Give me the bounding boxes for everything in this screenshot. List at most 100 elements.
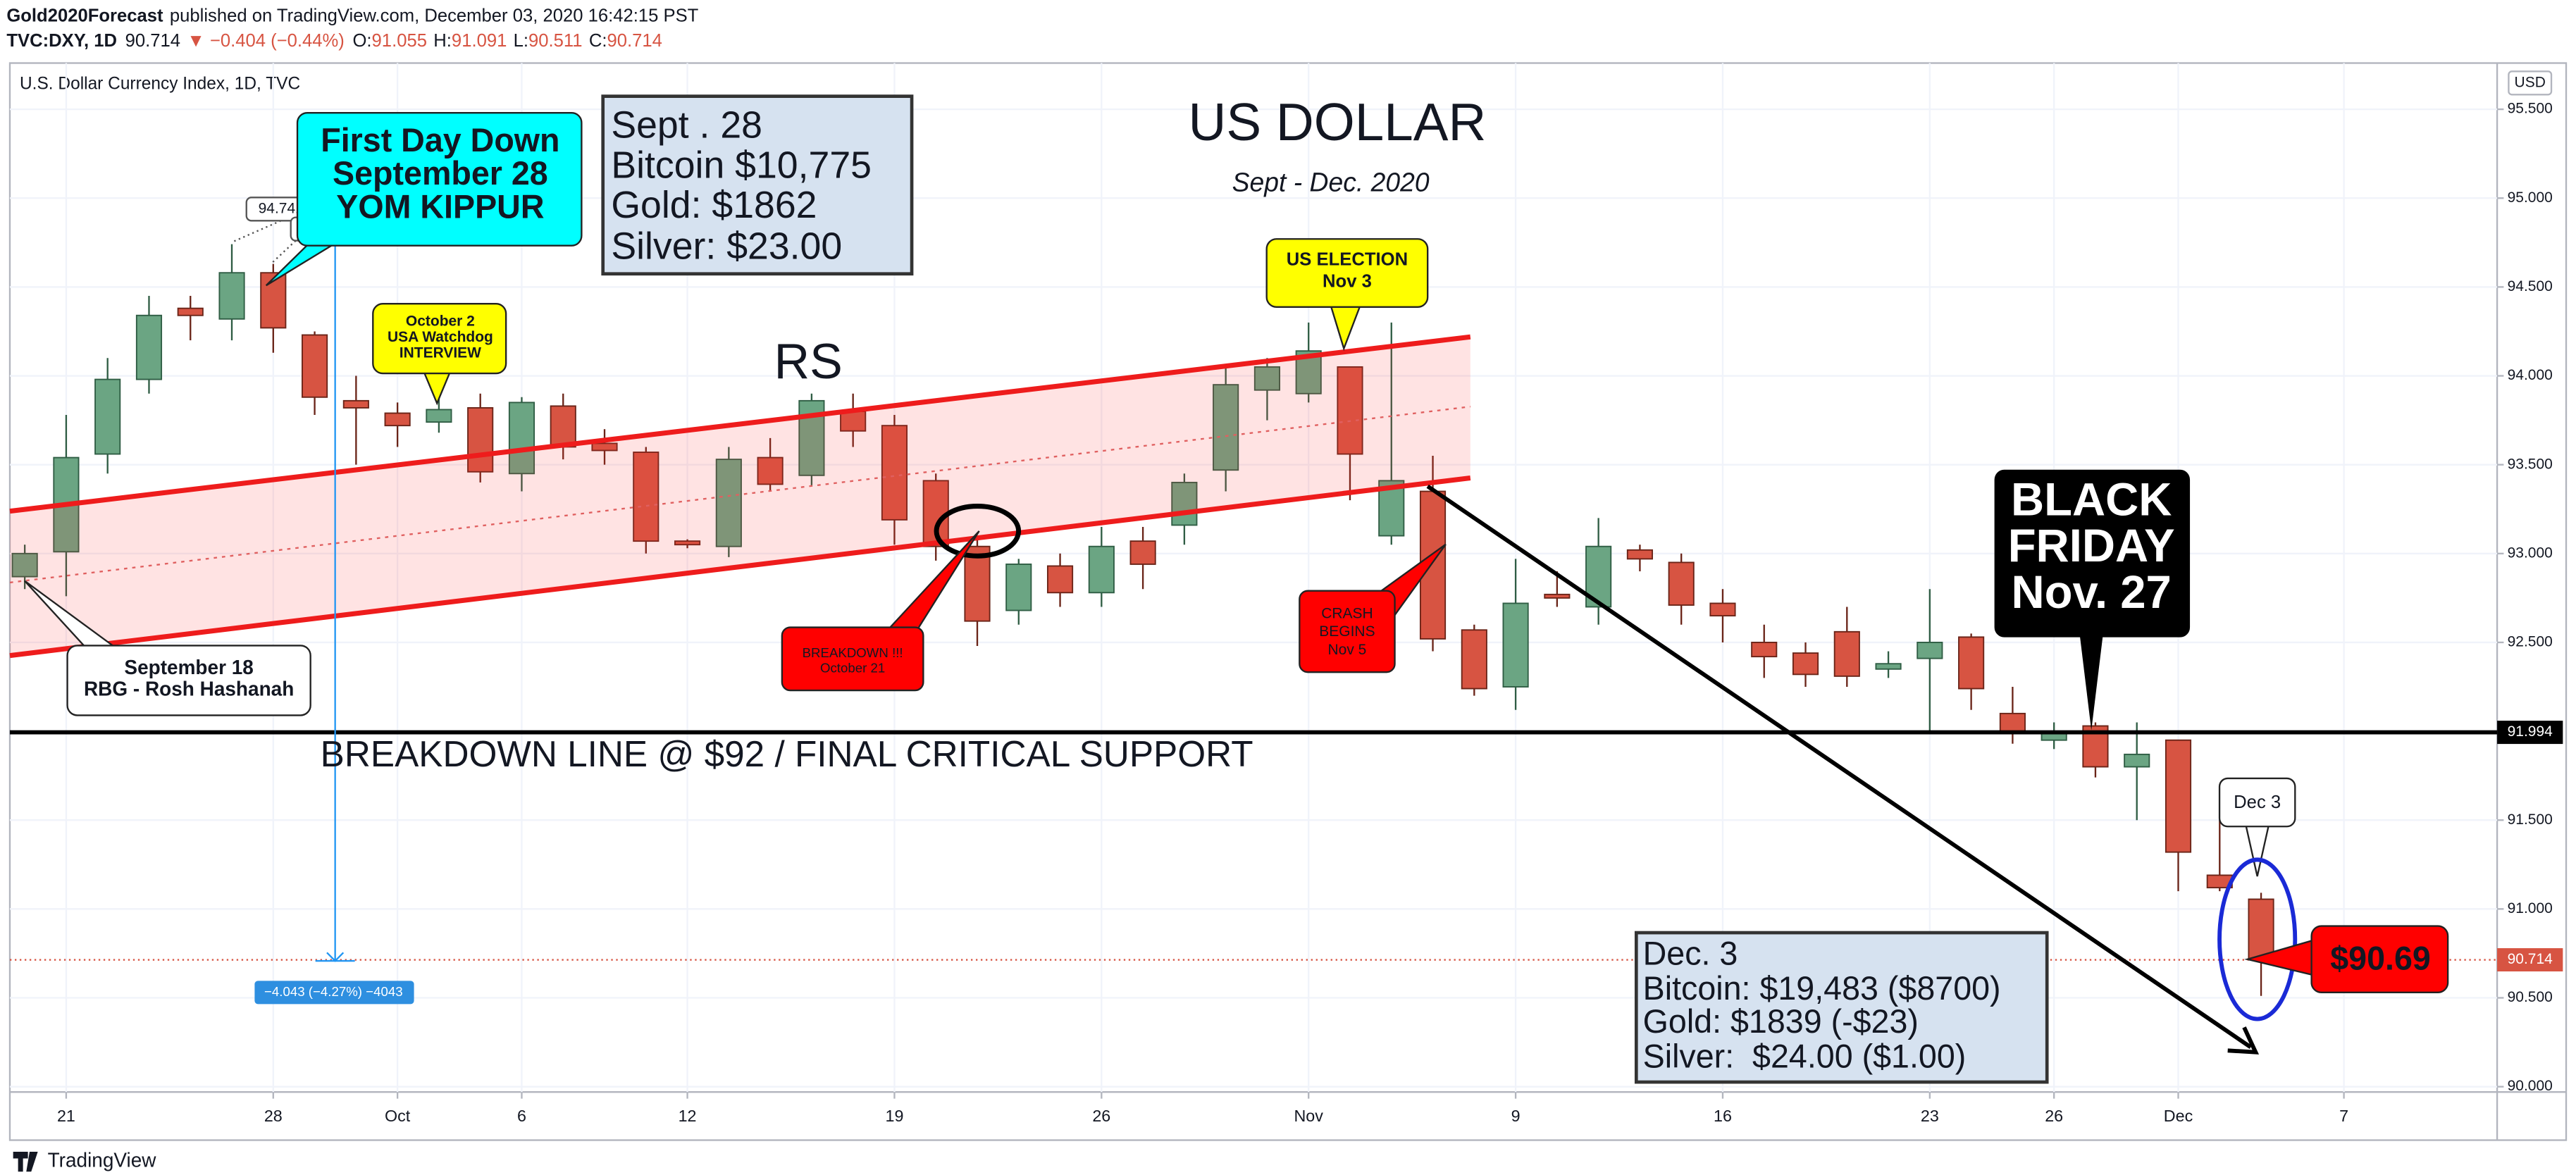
x-tick-label: 9 <box>1511 1107 1521 1125</box>
annotation: Sept . 28 <box>611 104 762 146</box>
currency: USD <box>2515 74 2546 90</box>
candle-body <box>1295 350 1322 394</box>
low-label: L: <box>514 31 528 51</box>
annotation: Dec. 3 <box>1643 935 1738 971</box>
high-callout: 94.741 <box>259 200 304 216</box>
callout-box <box>66 645 311 716</box>
candle-body <box>218 272 245 320</box>
annotation: BEGINS <box>1319 623 1375 640</box>
trend-arrow <box>1426 484 2252 1050</box>
annotation: RS <box>774 333 843 389</box>
candle-body <box>1213 384 1239 471</box>
annotation: Bitcoin $10,775 <box>611 144 872 186</box>
annotation: Gold: $1839 (-$23) <box>1643 1003 1919 1040</box>
candle-body <box>1544 593 1571 599</box>
x-tick-label: 26 <box>2045 1107 2063 1125</box>
callout-pointer <box>2079 635 2103 731</box>
candle-body <box>1916 642 1943 659</box>
annotation: FRIDAY <box>2008 520 2175 571</box>
candle-body <box>1626 549 1653 560</box>
candle-body <box>1253 366 1280 391</box>
candle-body <box>1792 652 1819 676</box>
callout-pointer <box>422 371 452 406</box>
candle-body <box>11 552 38 578</box>
candle-body <box>2248 898 2274 961</box>
callout-box <box>2218 777 2296 828</box>
open-value: 91.055 <box>372 31 427 51</box>
callout-box <box>1994 469 2191 638</box>
candle-body <box>1088 545 1115 594</box>
info-box <box>1634 931 2049 1084</box>
x-tick-label: 12 <box>679 1107 697 1125</box>
candle-body <box>1958 636 1985 690</box>
symbol: TVC:DXY, 1D <box>6 31 117 51</box>
annotation: First Day Down <box>321 122 559 158</box>
annotation: BREAKDOWN LINE @ $92 / FINAL CRITICAL SU… <box>321 733 1253 774</box>
x-tick-label: 19 <box>885 1107 903 1125</box>
candle-body <box>302 334 328 398</box>
y-tick-label: 95.000 <box>2508 189 2553 206</box>
support-label: 91.994 <box>2508 723 2553 740</box>
annotation: September 28 <box>333 155 548 192</box>
candle-body <box>757 456 784 485</box>
annotation: INTERVIEW <box>400 344 481 361</box>
y-tick-label: 93.000 <box>2508 545 2553 561</box>
candle-body <box>384 412 411 427</box>
channel-lower <box>9 475 1471 659</box>
candle-body <box>1875 663 1902 670</box>
callout-box <box>781 626 924 692</box>
candle-body <box>1461 629 1487 690</box>
y-tick-label: 90.500 <box>2508 989 2553 1005</box>
x-tick-label: 21 <box>57 1107 75 1125</box>
annotation: October 2 <box>406 313 475 330</box>
candle-body <box>94 378 121 455</box>
candle-body <box>508 402 535 475</box>
annotation: October 21 <box>820 660 885 675</box>
annotation: Nov 5 <box>1328 642 1367 658</box>
quote-line: TVC:DXY, 1D 90.714 ▼ −0.404 (−0.44%) O:91.0… <box>6 31 662 51</box>
candle-body <box>2124 753 2150 768</box>
x-tick-label: 26 <box>1092 1107 1110 1125</box>
measure-arrow <box>326 952 345 962</box>
callout-line <box>272 240 297 263</box>
candle-body <box>1751 642 1778 658</box>
candle-body <box>1709 602 1736 617</box>
x-tick-label: 7 <box>2339 1107 2348 1125</box>
candle-body <box>342 399 369 409</box>
author: Gold2020Forecast <box>6 6 163 25</box>
candle-body <box>1005 564 1032 611</box>
annotation: Silver: $24.00 ($1.00) <box>1643 1038 1967 1074</box>
x-tick-label: 28 <box>264 1107 283 1125</box>
candle-body <box>2165 739 2192 853</box>
annotation: RBG - Rosh Hashanah <box>84 678 294 700</box>
annotation: Bitcoin: $19,483 ($8700) <box>1643 970 2001 1007</box>
candle-body <box>715 459 742 547</box>
candle-body <box>1668 561 1695 606</box>
price-label-box <box>2497 948 2563 972</box>
last-price: 90.714 <box>125 31 180 51</box>
candle-body <box>881 425 908 521</box>
callout-line <box>231 220 282 244</box>
chart-subtitle: Sept - Dec. 2020 <box>1232 167 1430 197</box>
logo <box>13 1152 38 1172</box>
open-label: O: <box>352 31 371 51</box>
candle-body <box>550 405 576 448</box>
candle-body <box>177 307 204 316</box>
callout-pointer <box>1330 304 1362 352</box>
annotation: Nov. 27 <box>2012 566 2172 618</box>
annotation: Dec 3 <box>2234 792 2281 812</box>
channel-fill <box>9 337 1470 656</box>
y-tick-label: 92.500 <box>2508 633 2553 649</box>
candle-body <box>426 409 452 423</box>
callout-box <box>1265 238 1429 309</box>
measure-label: −4.043 (−4.27%) −4043 <box>264 984 403 999</box>
candle-body <box>633 452 660 542</box>
y-tick-label: 94.000 <box>2508 367 2553 383</box>
currency-tag <box>2508 70 2553 96</box>
last-price-label: 90.714 <box>2508 951 2553 967</box>
channel-mid <box>9 406 1470 584</box>
change: ▼ −0.404 (−0.44%) <box>187 31 344 51</box>
candle-body <box>135 314 163 380</box>
y-tick-label: 95.500 <box>2508 101 2553 117</box>
candle-body <box>1833 630 1860 677</box>
